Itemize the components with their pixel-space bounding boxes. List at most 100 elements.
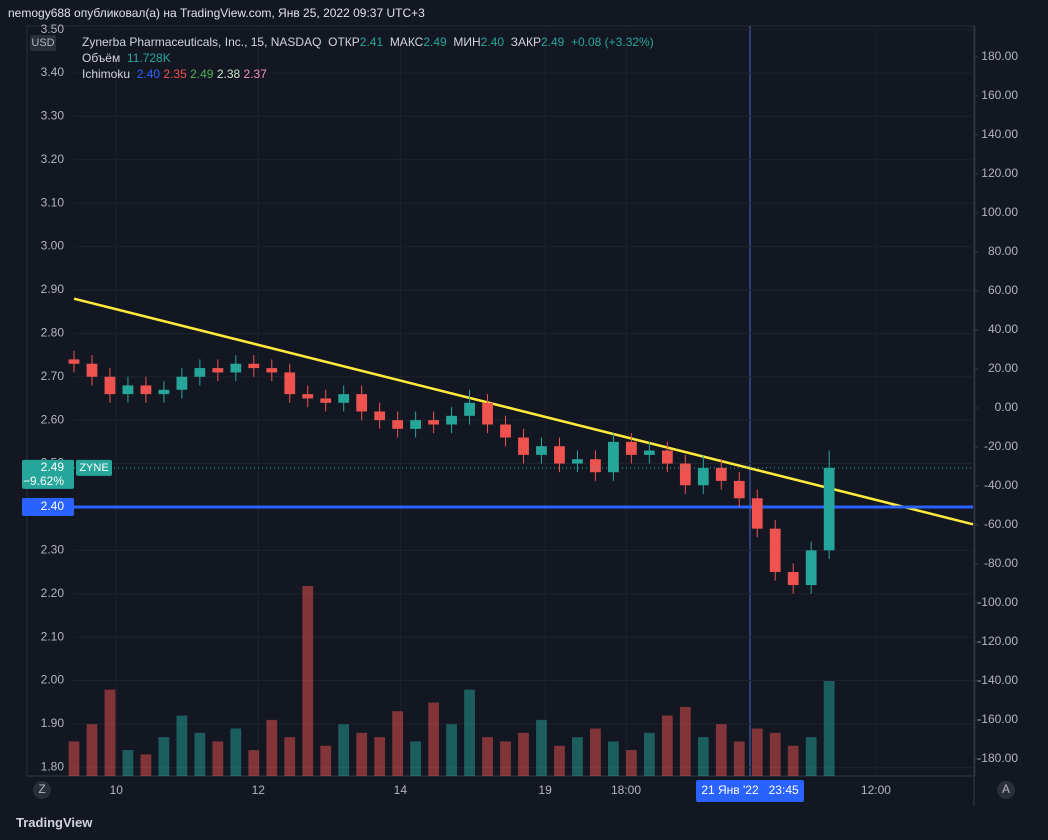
crosshair-box bbox=[696, 780, 804, 802]
candle-body bbox=[536, 446, 547, 455]
volume-bar bbox=[356, 732, 368, 776]
y-tick-label: 3.00 bbox=[41, 239, 65, 253]
y-tick-label: 3.10 bbox=[41, 195, 65, 209]
volume-bar bbox=[212, 741, 224, 776]
currency: USD bbox=[31, 37, 54, 49]
volume-bar bbox=[751, 728, 763, 776]
y2-tick-label: 140.00 bbox=[981, 127, 1018, 141]
candle-body bbox=[248, 363, 260, 369]
candle-body bbox=[482, 402, 493, 425]
y-tick-label: 2.20 bbox=[41, 586, 65, 600]
y2-tick-label: -80.00 bbox=[984, 556, 1018, 570]
value: 2.38 bbox=[216, 67, 241, 81]
candle-body bbox=[320, 398, 332, 403]
volume-bar bbox=[482, 737, 493, 776]
y2-tick-label: -120.00 bbox=[977, 634, 1018, 648]
label: МИН bbox=[453, 35, 481, 49]
price-badge bbox=[22, 459, 74, 489]
y2-tick-label: 0.00 bbox=[995, 400, 1019, 414]
corner-button[interactable] bbox=[33, 781, 51, 799]
volume-bar bbox=[787, 745, 799, 776]
candle-body bbox=[661, 450, 673, 464]
candle-body bbox=[140, 385, 152, 395]
candle-body bbox=[643, 450, 655, 455]
y-tick-label: 2.70 bbox=[41, 369, 65, 383]
volume-bar bbox=[284, 737, 296, 776]
candle-body bbox=[176, 376, 188, 390]
volume-bar bbox=[320, 745, 332, 776]
candle-body bbox=[572, 459, 583, 464]
candle-body bbox=[518, 437, 529, 455]
volume-bar bbox=[608, 741, 619, 776]
volume-bar bbox=[338, 724, 350, 776]
candle-body bbox=[374, 411, 386, 421]
volume-bar bbox=[643, 732, 655, 776]
plot-frame bbox=[26, 25, 976, 777]
volume-bar bbox=[230, 728, 242, 776]
candle-body bbox=[715, 467, 727, 481]
volume-bar bbox=[248, 750, 260, 776]
volume-bar bbox=[661, 715, 673, 776]
y2-tick-label: -40.00 bbox=[984, 478, 1018, 492]
volume-bar bbox=[176, 715, 188, 776]
candle-body bbox=[697, 467, 709, 486]
x-tick-label: 19 bbox=[538, 783, 552, 797]
volume-bar bbox=[392, 711, 404, 776]
volume-bar bbox=[104, 689, 116, 776]
ticker-badge bbox=[76, 459, 112, 476]
volume-bar bbox=[679, 706, 691, 776]
y-tick-label: 3.40 bbox=[41, 65, 65, 79]
y2-tick-label: -60.00 bbox=[984, 517, 1018, 531]
candle-body bbox=[86, 363, 98, 377]
y2-tick-label: 120.00 bbox=[981, 166, 1018, 180]
candle-body bbox=[787, 572, 799, 586]
label: Объём bbox=[82, 51, 121, 65]
volume-bar bbox=[266, 719, 278, 776]
y-tick-label: 2.60 bbox=[41, 412, 65, 426]
candle-body bbox=[554, 446, 565, 464]
volume-bar bbox=[122, 750, 134, 776]
y2-tick-label: 60.00 bbox=[988, 283, 1018, 297]
y-tick-label: 2.90 bbox=[41, 282, 65, 296]
candle-body bbox=[733, 480, 745, 499]
corner-button[interactable] bbox=[997, 781, 1015, 799]
candle-body bbox=[230, 363, 242, 373]
x-tick-label: 10 bbox=[110, 783, 124, 797]
label: МАКС bbox=[389, 35, 424, 49]
candle-body bbox=[302, 394, 314, 399]
volume-bar bbox=[769, 732, 781, 776]
trendline bbox=[73, 297, 974, 526]
candle-body bbox=[356, 394, 368, 412]
y-tick-label: 3.20 bbox=[41, 152, 65, 166]
candle-body bbox=[428, 420, 439, 425]
candle-body bbox=[751, 498, 763, 529]
x-tick-label: 12:00 bbox=[861, 783, 891, 797]
y-tick-label: 3.30 bbox=[41, 109, 65, 123]
y-tick-label: 2.80 bbox=[41, 326, 65, 340]
value: 2.40 bbox=[136, 67, 161, 81]
candle-body bbox=[446, 415, 457, 425]
volume-bar bbox=[464, 689, 475, 776]
volume-bar bbox=[697, 737, 709, 776]
volume-bar bbox=[536, 719, 547, 776]
volume-bar bbox=[518, 732, 529, 776]
price-badge-change: −9.62% bbox=[23, 474, 64, 488]
volume-bar bbox=[410, 741, 422, 776]
header: nemogy688 опубликовал(а) на TradingView.… bbox=[8, 6, 425, 20]
volume-bar bbox=[715, 724, 727, 776]
legend: Zynerba Pharmaceuticals, Inc., 15, NASDA… bbox=[82, 34, 654, 82]
y2-tick-label: 160.00 bbox=[981, 88, 1018, 102]
y-tick-label: 2.00 bbox=[41, 673, 65, 687]
marks bbox=[68, 29, 974, 776]
candle-body bbox=[284, 372, 296, 395]
y-tick-label: 1.90 bbox=[41, 716, 65, 730]
x-tick-label: 12 bbox=[252, 783, 266, 797]
candle-body bbox=[410, 420, 422, 429]
y2-tick-label: 80.00 bbox=[988, 244, 1018, 258]
y2-tick-label: 40.00 bbox=[988, 322, 1018, 336]
corner-label: A bbox=[1002, 782, 1010, 796]
candle-body bbox=[194, 368, 206, 377]
crosshair-label: 21 Янв '22 23:45 bbox=[701, 783, 799, 797]
